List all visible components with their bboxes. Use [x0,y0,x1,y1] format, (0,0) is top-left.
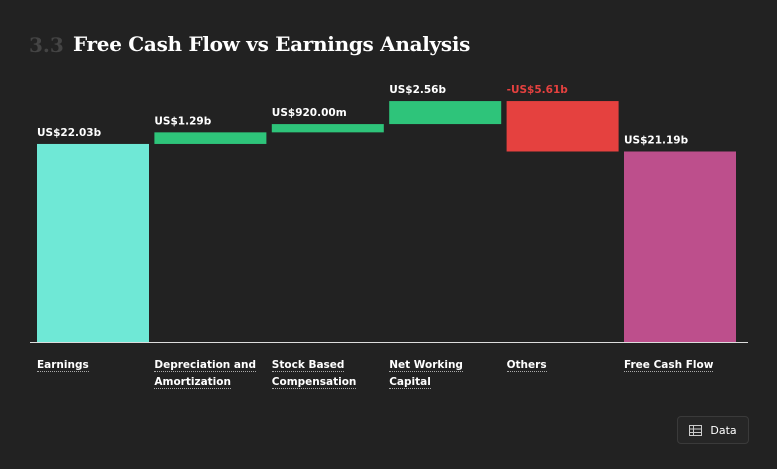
category-text: Others [506,359,547,372]
bar [389,101,502,125]
section-number: 3.3 [29,33,64,57]
bar [271,124,384,133]
category-text: Stock Based Compensation [271,359,357,389]
button-label[interactable]: Data [710,423,737,437]
category-text: Depreciation and Amortization [154,359,256,389]
chart-title: Free Cash Flow vs Earnings Analysis [73,32,471,56]
bar [624,151,736,342]
value-label: US$920.00m [272,107,347,119]
data-button[interactable]: Data [677,416,749,444]
category-label: Depreciation and Amortization [154,357,266,391]
category-label: Earnings [37,357,149,374]
value-label: US$21.19b [624,135,689,147]
bar [506,101,619,152]
value-label: US$1.29b [154,115,211,127]
table-icon [689,424,703,436]
bar [154,132,267,144]
bar [37,143,149,342]
category-label: Stock Based Compensation [271,357,384,391]
category-text: Earnings [37,359,89,372]
value-label: US$2.56b [389,84,446,96]
category-label: Free Cash Flow [624,357,736,374]
category-label: Net Working Capital [389,357,501,391]
value-label: US$22.03b [37,127,102,139]
category-text: Net Working Capital [389,359,463,389]
category-label: Others [506,357,619,374]
category-text: Free Cash Flow [624,359,714,372]
value-label: -US$5.61b [507,84,569,96]
